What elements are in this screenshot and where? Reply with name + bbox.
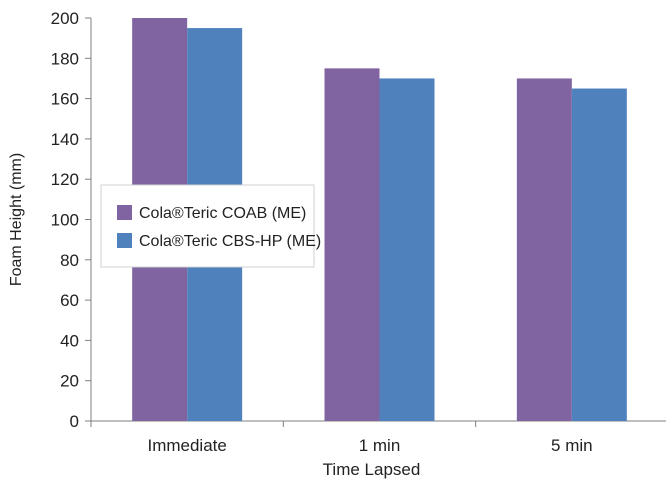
x-axis-label: Time Lapsed	[323, 460, 421, 479]
legend-swatch	[117, 205, 132, 220]
y-tick-label: 120	[51, 170, 79, 189]
y-tick-label: 200	[51, 9, 79, 28]
y-tick-label: 100	[51, 211, 79, 230]
bars-group	[132, 18, 627, 422]
y-tick-label: 60	[60, 291, 79, 310]
x-tick-label: Immediate	[147, 436, 226, 455]
y-tick-label: 80	[60, 251, 79, 270]
bar-series-1-2	[516, 78, 572, 421]
bar-series-2-2	[571, 88, 627, 422]
legend-label: Cola®Teric COAB (ME)	[139, 205, 306, 222]
legend: Cola®Teric COAB (ME) Cola®Teric CBS-HP (M…	[100, 184, 321, 268]
axes-group: 0 20 40 60 80 100 120 140 160 180 200 Immediate 1 mi…	[51, 9, 666, 455]
y-axis-label: Foam Height (mm)	[8, 153, 25, 286]
y-tick-label: 180	[51, 49, 79, 68]
y-tick-label: 160	[51, 90, 79, 109]
y-tick-label: 140	[51, 130, 79, 149]
bar-series-1-1	[324, 68, 380, 421]
legend-label: Cola®Teric CBS-HP (ME)	[139, 233, 321, 250]
y-tick-label: 20	[60, 372, 79, 391]
y-tick-label: 0	[70, 412, 79, 431]
legend-box	[100, 184, 315, 268]
x-tick-label: 1 min	[359, 436, 401, 455]
legend-swatch	[117, 233, 132, 248]
x-tick-label: 5 min	[551, 436, 593, 455]
y-tick-label: 40	[60, 331, 79, 350]
bar-series-2-1	[379, 78, 435, 421]
